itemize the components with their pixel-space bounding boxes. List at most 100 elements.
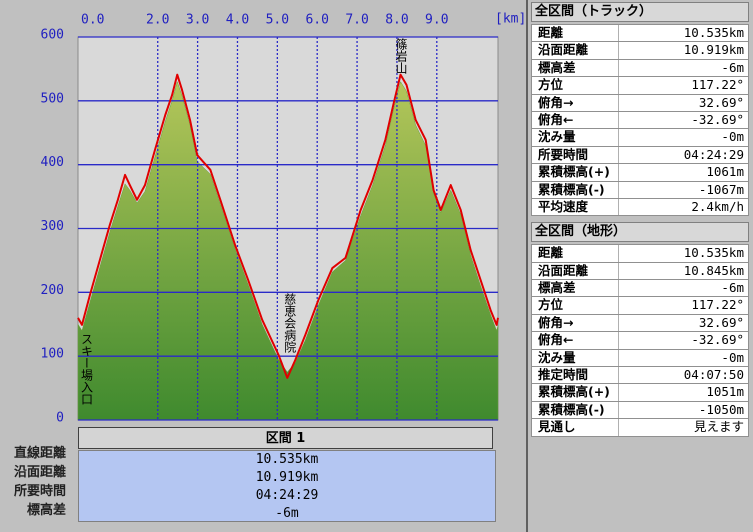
y-tick-label: 100 — [41, 347, 64, 362]
panel-row: 俯角← -32.69° — [531, 332, 749, 350]
panel-row: 沈み量 -0m — [531, 349, 749, 368]
y-tick-label: 600 — [41, 28, 64, 43]
x-tick-label: 9.0 — [425, 13, 448, 28]
y-tick-label: 500 — [41, 91, 64, 106]
row-value: 10.919km — [683, 42, 744, 58]
profile-chart: [km] 0 100 200 300 400 500 600 0.0 2.0 3.0 4.0 5.0 6… — [41, 12, 526, 426]
panel-row: 累積標高(-) -1067m — [531, 181, 749, 199]
row-label: 標高差 — [532, 280, 619, 297]
x-tick-label: 3.0 — [186, 13, 209, 28]
row-value: -0m — [721, 349, 744, 365]
row-value: 04:24:29 — [683, 146, 744, 162]
x-tick-label: 4.0 — [226, 13, 249, 28]
panel-row: 距離 10.535km — [531, 244, 749, 263]
panel-row: 推定時間 04:07:50 — [531, 367, 749, 385]
row-value: 1061m — [706, 164, 744, 180]
row-value: -0m — [721, 129, 744, 145]
panel-row: 累積標高(+) 1061m — [531, 164, 749, 182]
row-label: 平均速度 — [532, 198, 619, 216]
section-labels: 直線距離沿面距離所要時間標高差 — [0, 444, 66, 520]
section-value: -6m — [275, 506, 299, 521]
section-value: 10.919km — [255, 470, 319, 485]
section-label: 直線距離 — [13, 446, 66, 461]
panel-row: 見通し 見えます — [531, 419, 749, 437]
row-value: 10.845km — [683, 262, 744, 278]
section-label: 沿面距離 — [13, 465, 66, 480]
row-label: 標高差 — [532, 59, 619, 77]
row-value: -1050m — [698, 401, 744, 417]
panel-row: 沿面距離 10.845km — [531, 262, 749, 281]
row-label: 所要時間 — [532, 146, 619, 164]
panel-row: 標高差 -6m — [531, 59, 749, 78]
panel-row: 距離 10.535km — [531, 24, 749, 43]
row-value: 見えます — [693, 419, 744, 435]
row-label: 沈み量 — [532, 349, 619, 367]
panel-title: 全区間（地形） — [531, 222, 749, 243]
x-tick-label: 2.0 — [146, 13, 169, 28]
row-value: -32.69° — [691, 111, 744, 127]
panel-table: 距離 10.535km 沿面距離 10.919km 標高差 -6m 方位 117.22° 俯角→… — [531, 24, 749, 217]
section-label: 所要時間 — [13, 484, 66, 499]
panel-row: 累積標高(+) 1051m — [531, 384, 749, 402]
row-label: 累積標高(-) — [532, 401, 619, 419]
row-label: 累積標高(-) — [532, 181, 619, 198]
section-label: 標高差 — [26, 503, 66, 518]
x-tick-label: 6.0 — [305, 13, 328, 28]
row-label: 沈み量 — [532, 129, 619, 146]
x-tick-label: 8.0 — [385, 13, 408, 28]
panel-row: 平均速度 2.4km/h — [531, 198, 749, 217]
panel-row: 俯角← -32.69° — [531, 111, 749, 130]
section-title[interactable]: 区間 1 — [78, 427, 493, 449]
track-line — [77, 73, 499, 379]
panel-row: 俯角→ 32.69° — [531, 314, 749, 333]
row-value: -6m — [721, 59, 744, 75]
row-label: 距離 — [532, 245, 619, 262]
panel-row: 沈み量 -0m — [531, 129, 749, 147]
y-tick-label: 0 — [56, 411, 64, 426]
row-label: 俯角← — [532, 111, 619, 129]
y-tick-label: 400 — [41, 155, 64, 170]
panel-row: 標高差 -6m — [531, 280, 749, 298]
section-values: 10.535km 10.919km 04:24:29 -6m — [78, 450, 496, 522]
annotation-label: スキー場入口 — [80, 333, 94, 405]
row-label: 距離 — [532, 25, 619, 42]
x-tick-label: 7.0 — [345, 13, 368, 28]
row-value: 1051m — [706, 384, 744, 400]
x-axis-label: [km] — [495, 12, 526, 27]
row-label: 推定時間 — [532, 367, 619, 384]
summary-panel: 全区間（トラック） 距離 10.535km 沿面距離 10.919km 標高差 -6m 方位 1… — [526, 0, 753, 532]
panel-row: 俯角→ 32.69° — [531, 94, 749, 112]
row-label: 俯角→ — [532, 94, 619, 111]
x-tick-label: 5.0 — [266, 13, 289, 28]
row-value: 2.4km/h — [691, 198, 744, 214]
panel-row: 所要時間 04:24:29 — [531, 146, 749, 165]
row-value: 32.69° — [698, 94, 744, 110]
row-label: 俯角→ — [532, 314, 619, 332]
terrain-area — [77, 80, 499, 421]
row-value: 10.535km — [683, 25, 744, 40]
row-value: 117.22° — [691, 77, 744, 93]
row-label: 俯角← — [532, 332, 619, 349]
row-label: 累積標高(+) — [532, 384, 619, 401]
row-label: 累積標高(+) — [532, 164, 619, 181]
row-label: 方位 — [532, 297, 619, 314]
panel-row: 方位 117.22° — [531, 77, 749, 95]
row-label: 方位 — [532, 77, 619, 94]
panel-row: 沿面距離 10.919km — [531, 42, 749, 60]
x-tick-label: 0.0 — [81, 13, 104, 28]
row-value: 10.535km — [683, 245, 744, 261]
row-label: 沿面距離 — [532, 42, 619, 59]
panel-title: 全区間（トラック） — [531, 2, 749, 22]
y-tick-label: 300 — [41, 219, 64, 234]
panel-row: 方位 117.22° — [531, 297, 749, 315]
panel-table: 距離 10.535km 沿面距離 10.845km 標高差 -6m 方位 117.22° 俯角→… — [531, 244, 749, 437]
annotation-label: 篠岩山 — [394, 37, 408, 74]
row-value: -1067m — [698, 181, 744, 197]
row-label: 見通し — [532, 419, 619, 436]
row-value: -32.69° — [691, 332, 744, 348]
row-label: 沿面距離 — [532, 262, 619, 280]
panel-row: 累積標高(-) -1050m — [531, 401, 749, 420]
row-value: 117.22° — [691, 297, 744, 313]
row-value: -6m — [721, 280, 744, 296]
